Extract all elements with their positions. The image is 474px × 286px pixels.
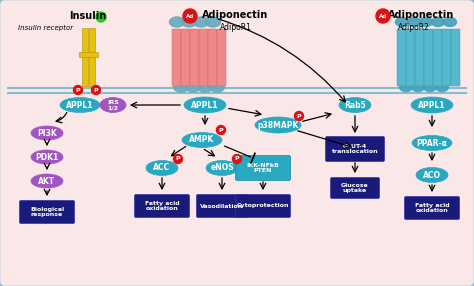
Ellipse shape [173, 82, 189, 92]
Text: Fatty acid
oxidation: Fatty acid oxidation [145, 200, 179, 211]
Ellipse shape [255, 117, 301, 133]
FancyBboxPatch shape [424, 29, 433, 86]
Text: AdipoR1: AdipoR1 [220, 23, 252, 31]
Ellipse shape [100, 98, 126, 112]
Text: P: P [76, 88, 80, 92]
FancyBboxPatch shape [404, 196, 459, 219]
Text: GLUT-4
translocation: GLUT-4 translocation [332, 144, 378, 154]
Text: PDK1: PDK1 [36, 152, 59, 162]
Text: p38MAPK: p38MAPK [257, 120, 299, 130]
Circle shape [233, 154, 241, 164]
FancyBboxPatch shape [190, 29, 199, 86]
FancyBboxPatch shape [415, 29, 424, 86]
FancyBboxPatch shape [406, 29, 415, 86]
Text: Cytoprotection: Cytoprotection [237, 204, 289, 208]
Text: P: P [297, 114, 301, 118]
FancyBboxPatch shape [326, 136, 384, 162]
Text: IRS
1/2: IRS 1/2 [107, 100, 119, 110]
Ellipse shape [146, 160, 178, 176]
Text: Ad: Ad [186, 13, 194, 19]
FancyBboxPatch shape [236, 194, 291, 217]
Ellipse shape [411, 97, 453, 113]
FancyBboxPatch shape [89, 28, 95, 86]
Text: AKT: AKT [38, 176, 55, 186]
Text: P: P [235, 156, 239, 162]
FancyBboxPatch shape [442, 29, 451, 86]
FancyBboxPatch shape [217, 29, 226, 86]
Ellipse shape [416, 168, 448, 182]
Text: eNOS: eNOS [210, 164, 234, 172]
Ellipse shape [193, 17, 209, 27]
Ellipse shape [185, 82, 201, 92]
Text: ACO: ACO [423, 170, 441, 180]
Ellipse shape [419, 17, 432, 27]
Ellipse shape [423, 82, 437, 92]
Text: Adiponectin: Adiponectin [388, 10, 454, 20]
Circle shape [183, 9, 197, 23]
Text: Adiponectin: Adiponectin [202, 10, 268, 20]
FancyBboxPatch shape [208, 29, 217, 86]
Text: ACC: ACC [154, 164, 171, 172]
Text: Insulin: Insulin [69, 11, 107, 21]
Ellipse shape [31, 150, 63, 164]
FancyBboxPatch shape [197, 194, 247, 217]
Text: AMPK: AMPK [190, 136, 215, 144]
Text: Insulin receptor: Insulin receptor [18, 25, 73, 31]
Ellipse shape [31, 126, 63, 140]
FancyBboxPatch shape [397, 29, 406, 86]
Ellipse shape [206, 17, 220, 27]
Text: PPAR-α: PPAR-α [417, 138, 447, 148]
Text: Ad: Ad [379, 13, 387, 19]
Text: Glucose
uptake: Glucose uptake [341, 182, 369, 193]
Ellipse shape [395, 17, 409, 27]
Ellipse shape [198, 82, 212, 92]
Circle shape [173, 154, 182, 164]
Ellipse shape [170, 17, 184, 27]
Ellipse shape [182, 17, 197, 27]
Circle shape [376, 9, 390, 23]
Circle shape [217, 126, 226, 134]
FancyBboxPatch shape [79, 52, 98, 57]
Ellipse shape [210, 82, 225, 92]
FancyBboxPatch shape [172, 29, 181, 86]
Ellipse shape [408, 17, 420, 27]
Ellipse shape [206, 160, 238, 176]
FancyBboxPatch shape [330, 178, 380, 198]
FancyBboxPatch shape [451, 29, 460, 86]
Text: APPL1: APPL1 [418, 100, 446, 110]
Text: IKK-NFkB
PTEN: IKK-NFkB PTEN [246, 163, 280, 173]
Ellipse shape [182, 132, 222, 148]
Text: P: P [176, 156, 180, 162]
Ellipse shape [184, 97, 226, 113]
Ellipse shape [400, 82, 412, 92]
Text: PI3K: PI3K [37, 128, 57, 138]
FancyBboxPatch shape [181, 29, 190, 86]
Ellipse shape [436, 82, 448, 92]
Text: APPL1: APPL1 [191, 100, 219, 110]
Ellipse shape [412, 136, 452, 150]
Ellipse shape [444, 17, 456, 27]
FancyBboxPatch shape [82, 28, 88, 86]
FancyBboxPatch shape [433, 29, 442, 86]
Text: Rab5: Rab5 [344, 100, 366, 110]
Circle shape [96, 12, 106, 22]
FancyBboxPatch shape [236, 156, 291, 180]
Text: P: P [219, 128, 223, 132]
Text: APPL1: APPL1 [66, 100, 94, 110]
Circle shape [91, 86, 100, 94]
Text: P: P [94, 88, 98, 92]
Text: AdipoR2: AdipoR2 [398, 23, 430, 31]
Circle shape [73, 86, 82, 94]
Text: Vasodilation: Vasodilation [201, 204, 244, 208]
Circle shape [294, 112, 303, 120]
Ellipse shape [431, 17, 445, 27]
FancyBboxPatch shape [135, 194, 190, 217]
Text: Fatty acid
oxidation: Fatty acid oxidation [415, 202, 449, 213]
Ellipse shape [31, 174, 63, 188]
Text: Biological
response: Biological response [30, 206, 64, 217]
FancyBboxPatch shape [199, 29, 208, 86]
FancyBboxPatch shape [19, 200, 74, 223]
Ellipse shape [60, 98, 100, 112]
Ellipse shape [339, 98, 371, 112]
